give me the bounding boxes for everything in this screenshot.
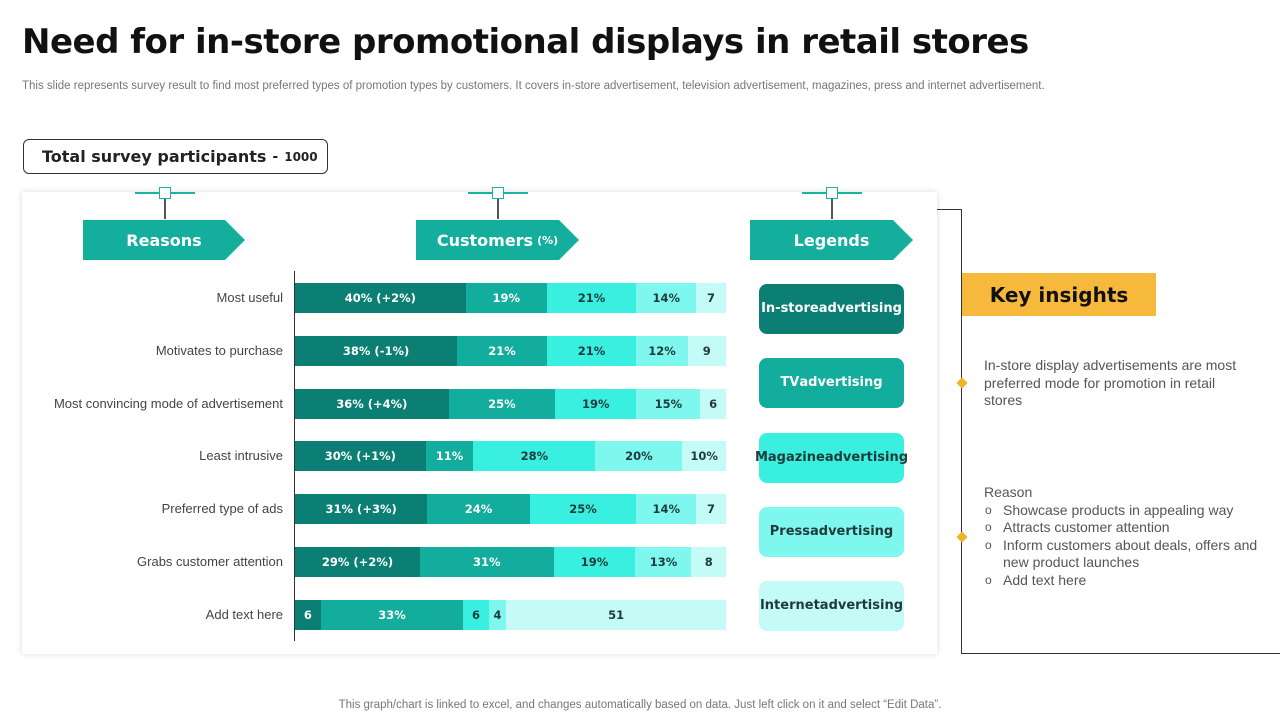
bar-row: 36% (+4%) 25% 19% 15% 6 — [295, 388, 726, 419]
legends-connector-icon — [802, 186, 862, 219]
key-insight-text: In-store display advertisements are most… — [984, 357, 1237, 408]
bar-segment: 4 — [488, 599, 507, 630]
legends-header-label: Legends — [793, 230, 870, 250]
key-insights-heading: Key insights — [962, 273, 1156, 316]
reason-block: Reason Showcase products in appealing wa… — [984, 484, 1274, 589]
reason-item: Showcase products in appealing way — [984, 502, 1274, 520]
legend-item: Press advertising — [759, 506, 904, 557]
bar-segment: 6 — [700, 388, 726, 419]
bar-segment: 6 — [463, 599, 489, 630]
bar-segment: 24% — [427, 494, 530, 525]
customers-header: Customers (%) — [416, 220, 579, 260]
bar-segment: 14% — [636, 283, 697, 313]
bar-segment: 25% — [448, 388, 556, 419]
bar-segment: 9 — [687, 335, 726, 366]
category-label: Grabs customer attention — [137, 554, 283, 569]
bar-segment: 38% (-1%) — [295, 335, 458, 366]
bar-segment: 51 — [506, 599, 726, 630]
bar-segment: 36% (+4%) — [295, 388, 449, 419]
bar-segment: 19% — [553, 547, 636, 577]
bar-segment: 31% (+3%) — [295, 494, 428, 525]
bar-segment: 40% (+2%) — [295, 283, 466, 313]
bar-row: 29% (+2%) 31% 19% 13% 8 — [295, 547, 726, 577]
bar-segment: 7 — [696, 494, 726, 525]
legends-header: Legends — [750, 220, 913, 260]
participants-separator: - — [272, 148, 279, 165]
category-label: Add text here — [205, 606, 283, 622]
customers-header-label: Customers — [436, 230, 534, 250]
participants-box: Total survey participants - 1000 — [23, 139, 328, 174]
bar-segment: 15% — [636, 388, 701, 419]
bar-segment: 10% — [682, 441, 726, 472]
reasons-connector-icon — [135, 186, 195, 219]
customers-connector-icon — [468, 186, 528, 219]
category-label: Preferred type of ads — [161, 501, 283, 517]
bar-segment: 25% — [529, 494, 637, 525]
bar-row: 40% (+2%) 19% 21% 14% 7 — [295, 283, 726, 313]
bar-segment: 19% — [465, 283, 547, 313]
bar-segment: 21% — [546, 283, 637, 313]
bar-segment: 28% — [473, 441, 596, 472]
bar-segment: 8 — [691, 547, 726, 577]
bar-segment: 33% — [320, 599, 464, 630]
reason-list: Showcase products in appealing way Attra… — [984, 502, 1274, 590]
legend-item: TV advertising — [759, 358, 904, 409]
reason-item: Attracts customer attention — [984, 519, 1274, 537]
legend-item: Magazine advertising — [755, 432, 908, 483]
bar-segment: 19% — [555, 388, 637, 419]
insights-panel-tick — [937, 209, 962, 210]
bar-segment: 21% — [457, 335, 547, 366]
bar-segment: 6 — [295, 599, 321, 630]
bar-segment: 20% — [595, 441, 683, 472]
chart-axis — [294, 271, 295, 641]
insights-panel-frame — [961, 209, 1280, 654]
page-title: Need for in-store promotional displays i… — [22, 22, 1029, 62]
participants-label: Total survey participants — [42, 147, 267, 166]
bar-row: 30% (+1%) 11% 28% 20% 10% — [295, 441, 726, 472]
category-label: Least intrusive — [199, 448, 283, 464]
legend-item: In-store advertising — [759, 284, 904, 334]
reasons-header: Reasons — [83, 220, 245, 260]
category-label: Motivates to purchase — [155, 342, 283, 358]
bar-segment: 13% — [635, 547, 692, 577]
bar-segment: 11% — [425, 441, 474, 472]
participants-value: 1000 — [284, 149, 318, 164]
bar-segment: 21% — [546, 335, 637, 366]
legend-item: Internet advertising — [759, 581, 904, 632]
bar-row: 38% (-1%) 21% 21% 12% 9 — [295, 335, 726, 366]
bar-row: 6 33% 6 4 51 — [295, 599, 726, 630]
bar-segment: 14% — [636, 494, 697, 525]
bar-row: 31% (+3%) 24% 25% 14% 7 — [295, 494, 726, 525]
bar-segment: 12% — [636, 335, 688, 366]
category-label: Most convincing mode of advertisement — [53, 395, 283, 411]
customers-header-unit: (%) — [537, 233, 559, 247]
chart-card — [22, 192, 937, 654]
reason-title: Reason — [984, 484, 1033, 500]
reasons-header-label: Reasons — [126, 230, 202, 250]
reason-item: Inform customers about deals, offers and… — [984, 537, 1274, 572]
page-subtitle: This slide represents survey result to f… — [22, 80, 1045, 92]
category-label: Most useful — [216, 290, 283, 305]
footer-note: This graph/chart is linked to excel, and… — [338, 699, 942, 711]
bar-segment: 29% (+2%) — [295, 547, 420, 577]
reason-item: Add text here — [984, 572, 1274, 590]
bar-segment: 31% — [419, 547, 554, 577]
bar-segment: 30% (+1%) — [295, 441, 426, 472]
bar-segment: 7 — [696, 283, 726, 313]
